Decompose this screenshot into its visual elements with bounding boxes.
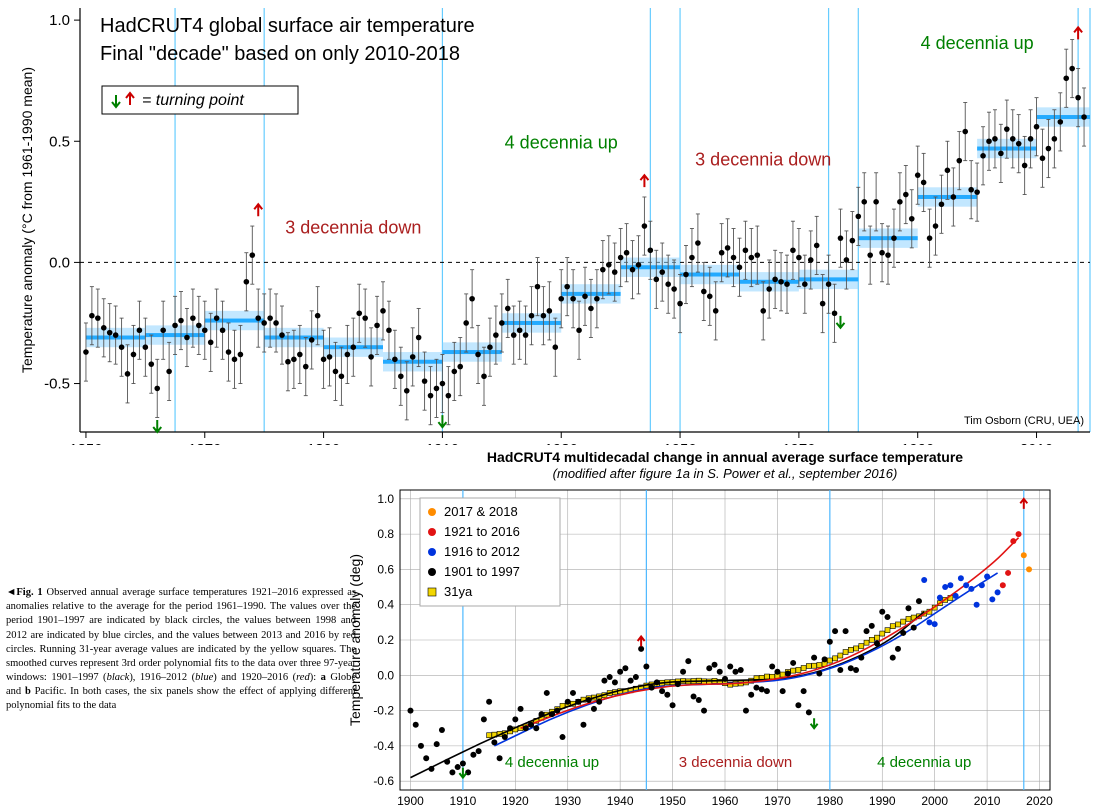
svg-text:2010: 2010 (974, 794, 1001, 808)
svg-text:1.0: 1.0 (49, 12, 70, 29)
svg-text:1930: 1930 (554, 794, 581, 808)
svg-text:0.0: 0.0 (377, 668, 394, 682)
svg-text:1980: 1980 (816, 794, 843, 808)
svg-text:0.4: 0.4 (377, 598, 394, 612)
svg-text:3 decennia down: 3 decennia down (679, 754, 792, 771)
svg-text:1910: 1910 (450, 794, 477, 808)
svg-text:2020: 2020 (1026, 794, 1053, 808)
top-chart: 185018701890191019301950197019902010-0.5… (0, 0, 1100, 445)
svg-text:1990: 1990 (869, 794, 896, 808)
svg-text:HadCRUT4 multidecadal change i: HadCRUT4 multidecadal change in annual a… (487, 449, 963, 465)
svg-text:-0.2: -0.2 (373, 704, 394, 718)
svg-text:1916 to 2012: 1916 to 2012 (444, 544, 520, 559)
svg-text:1901 to 1997: 1901 to 1997 (444, 564, 520, 579)
svg-text:= turning point: = turning point (142, 92, 244, 109)
svg-text:-0.4: -0.4 (373, 739, 394, 753)
svg-text:1.0: 1.0 (377, 492, 394, 506)
svg-text:1940: 1940 (607, 794, 634, 808)
chart-title-line1: HadCRUT4 global surface air temperature (100, 15, 475, 37)
svg-text:0.6: 0.6 (377, 562, 394, 576)
svg-text:0.0: 0.0 (49, 254, 70, 271)
svg-text:3 decennia down: 3 decennia down (285, 217, 421, 237)
svg-text:3 decennia down: 3 decennia down (695, 149, 831, 169)
svg-text:4 decennia up: 4 decennia up (921, 33, 1034, 53)
svg-text:2000: 2000 (921, 794, 948, 808)
chart-title-line2: Final "decade" based on only 2010-2018 (100, 43, 460, 65)
svg-text:1920: 1920 (502, 794, 529, 808)
svg-text:Temperature anomaly (°C from 1: Temperature anomaly (°C from 1961-1990 m… (19, 67, 35, 373)
svg-text:1921 to 2016: 1921 to 2016 (444, 524, 520, 539)
svg-text:-0.6: -0.6 (373, 774, 394, 788)
svg-text:0.8: 0.8 (377, 527, 394, 541)
svg-text:-0.5: -0.5 (44, 376, 70, 393)
svg-text:4 decennia up: 4 decennia up (505, 754, 599, 771)
svg-text:1950: 1950 (659, 794, 686, 808)
svg-text:0.5: 0.5 (49, 133, 70, 150)
svg-text:1900: 1900 (397, 794, 424, 808)
svg-text:0.2: 0.2 (377, 633, 394, 647)
svg-text:1970: 1970 (764, 794, 791, 808)
figure-caption: ◄Fig. 1 Observed annual average surface … (6, 586, 356, 714)
svg-text:1960: 1960 (712, 794, 739, 808)
svg-text:4 decennia up: 4 decennia up (877, 754, 971, 771)
svg-text:4 decennia up: 4 decennia up (505, 133, 618, 153)
svg-text:2017 & 2018: 2017 & 2018 (444, 504, 518, 519)
svg-text:(modified after figure 1a in S: (modified after figure 1a in S. Power et… (553, 466, 898, 481)
svg-text:31ya: 31ya (444, 584, 473, 599)
svg-text:Tim Osborn (CRU, UEA): Tim Osborn (CRU, UEA) (964, 415, 1084, 427)
